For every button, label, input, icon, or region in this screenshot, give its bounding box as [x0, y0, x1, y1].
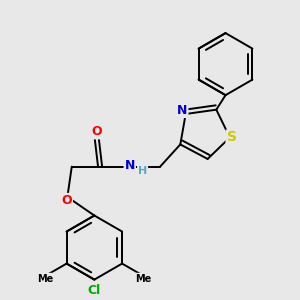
Text: O: O [61, 194, 72, 207]
Text: N: N [124, 160, 135, 172]
Text: S: S [226, 130, 236, 145]
Text: H: H [138, 166, 147, 176]
Text: Me: Me [135, 274, 151, 284]
Text: N: N [177, 104, 188, 117]
Text: Cl: Cl [88, 284, 101, 297]
Text: O: O [92, 125, 102, 138]
Text: Me: Me [38, 274, 54, 284]
